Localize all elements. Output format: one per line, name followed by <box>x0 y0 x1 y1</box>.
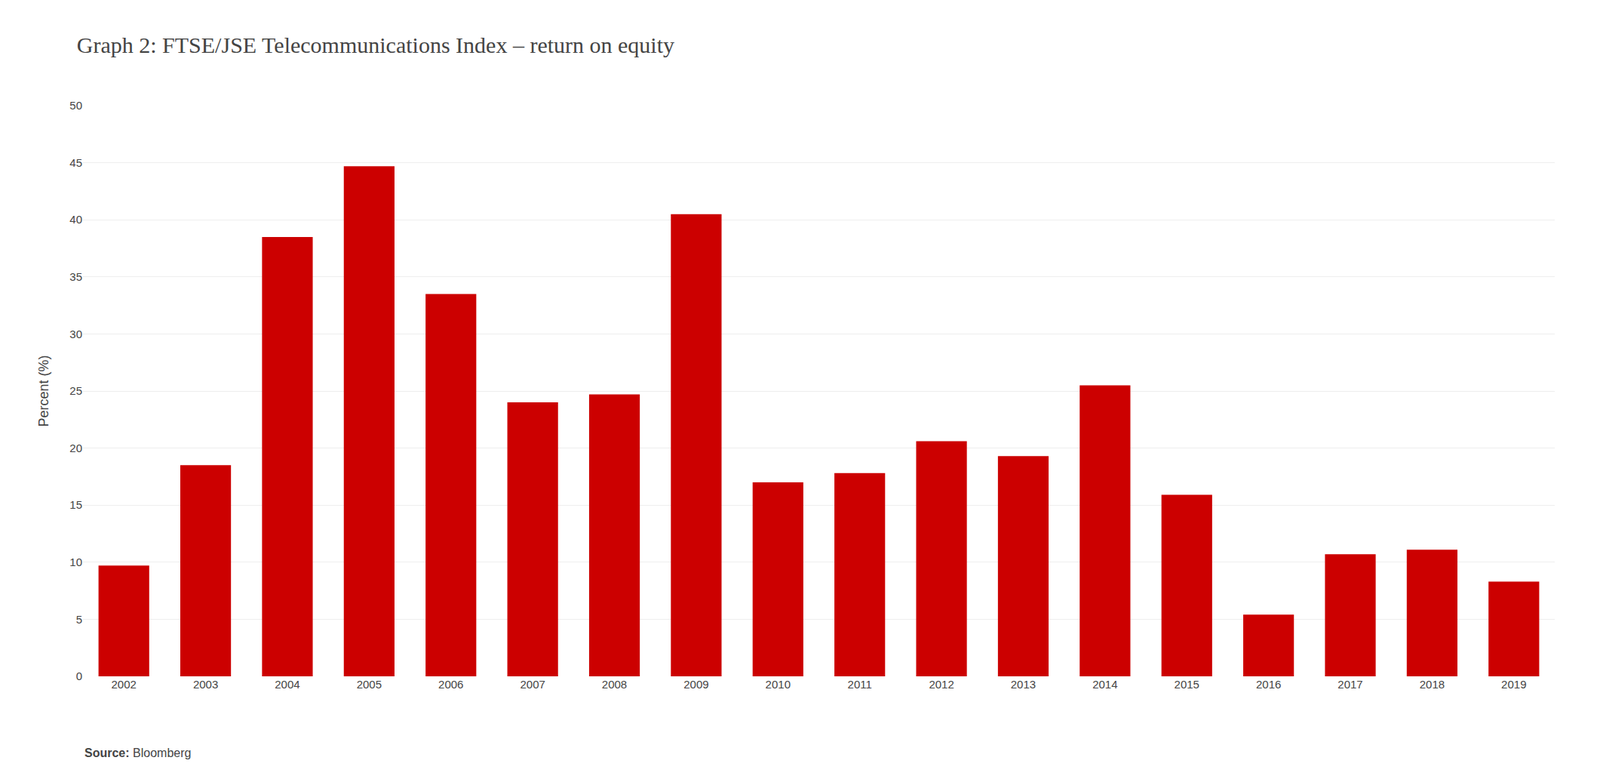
svg-text:2014: 2014 <box>1092 677 1118 691</box>
svg-text:30: 30 <box>69 327 83 341</box>
svg-text:2003: 2003 <box>193 677 219 691</box>
svg-text:5: 5 <box>76 612 83 626</box>
svg-text:35: 35 <box>69 270 83 283</box>
svg-text:10: 10 <box>69 555 83 569</box>
svg-text:2015: 2015 <box>1174 677 1200 691</box>
svg-text:25: 25 <box>69 383 83 397</box>
svg-text:2004: 2004 <box>274 677 300 691</box>
svg-text:50: 50 <box>69 98 83 112</box>
svg-text:2012: 2012 <box>928 677 954 691</box>
svg-text:2006: 2006 <box>438 677 464 691</box>
svg-text:2002: 2002 <box>111 677 137 691</box>
svg-text:2017: 2017 <box>1337 677 1363 691</box>
svg-text:45: 45 <box>69 156 83 169</box>
svg-text:15: 15 <box>69 497 83 511</box>
svg-text:0: 0 <box>76 669 83 682</box>
svg-text:2010: 2010 <box>765 677 791 691</box>
svg-text:40: 40 <box>69 212 83 226</box>
svg-text:2016: 2016 <box>1256 677 1281 691</box>
svg-text:Percent (%): Percent (%) <box>36 354 52 427</box>
svg-text:Source: Bloomberg: Source: Bloomberg <box>84 746 191 759</box>
svg-text:2008: 2008 <box>601 677 627 691</box>
svg-text:2005: 2005 <box>356 677 382 691</box>
svg-text:2019: 2019 <box>1501 677 1527 691</box>
svg-text:Graph 2: FTSE/JSE Telecommunic: Graph 2: FTSE/JSE Telecommunications Ind… <box>76 32 675 58</box>
svg-text:2009: 2009 <box>683 677 709 691</box>
svg-text:2013: 2013 <box>1010 677 1036 691</box>
svg-text:2007: 2007 <box>519 677 545 691</box>
svg-text:20: 20 <box>69 441 83 455</box>
svg-text:2018: 2018 <box>1419 677 1445 691</box>
svg-text:2011: 2011 <box>847 677 873 691</box>
